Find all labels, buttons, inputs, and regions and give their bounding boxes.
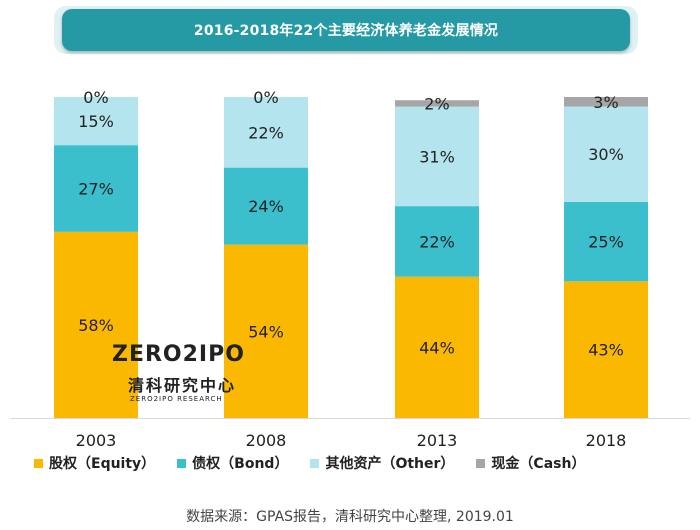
data-label: 0%	[253, 88, 278, 107]
x-tick-label: 2003	[76, 431, 117, 450]
legend-label: 债权（Bond）	[192, 456, 289, 472]
data-label: 3%	[593, 93, 618, 112]
data-label: 44%	[419, 338, 455, 357]
legend-swatch	[476, 458, 486, 468]
legend-label: 股权（Equity）	[49, 456, 156, 472]
bar-segment	[564, 106, 648, 202]
legend: 股权（Equity） 债权（Bond） 其他资产（Other） 现金（Cash）	[34, 453, 674, 473]
bar-segment	[564, 281, 648, 418]
data-label: 43%	[588, 341, 624, 360]
legend-item-equity: 股权（Equity）	[34, 453, 155, 473]
legend-item-cash: 现金（Cash）	[476, 453, 585, 473]
legend-swatch	[177, 458, 187, 468]
bar-segment	[395, 100, 479, 107]
data-label: 58%	[78, 316, 114, 335]
legend-label: 其他资产（Other）	[325, 456, 455, 472]
data-label: 15%	[78, 112, 114, 131]
bar-segment	[54, 97, 138, 146]
legend-swatch	[34, 458, 43, 468]
bar-segment	[395, 106, 479, 207]
legend-item-other: 其他资产（Other）	[310, 453, 454, 473]
bar-segment	[54, 231, 138, 418]
x-tick-label: 2013	[417, 431, 458, 450]
legend-item-bond: 债权（Bond）	[177, 453, 288, 473]
bar-segment	[224, 167, 308, 245]
bar-segment	[224, 244, 308, 418]
data-label: 27%	[78, 179, 114, 198]
chart-title: 2016-2018年22个主要经济体养老金发展情况	[62, 9, 630, 51]
bar-segment	[564, 97, 648, 107]
legend-label: 现金（Cash）	[491, 456, 586, 472]
legend-swatch	[310, 458, 320, 468]
bar-segment	[54, 145, 138, 232]
source-note: 数据来源：GPAS报告，清科研究中心整理, 2019.01	[186, 509, 514, 525]
x-tick-label: 2018	[586, 431, 627, 450]
data-label: 22%	[419, 232, 455, 251]
x-tick-label: 2008	[246, 431, 287, 450]
bar-segment	[395, 206, 479, 277]
data-label: 2%	[424, 94, 449, 113]
bar-segment	[564, 201, 648, 282]
data-label: 31%	[419, 147, 455, 166]
data-label: 0%	[83, 88, 108, 107]
bar-segment	[395, 276, 479, 418]
data-label: 54%	[248, 322, 284, 341]
data-label: 24%	[248, 197, 284, 216]
bar-segment	[224, 97, 308, 168]
data-label: 22%	[248, 123, 284, 142]
data-label: 30%	[588, 145, 624, 164]
data-label: 25%	[588, 233, 624, 252]
